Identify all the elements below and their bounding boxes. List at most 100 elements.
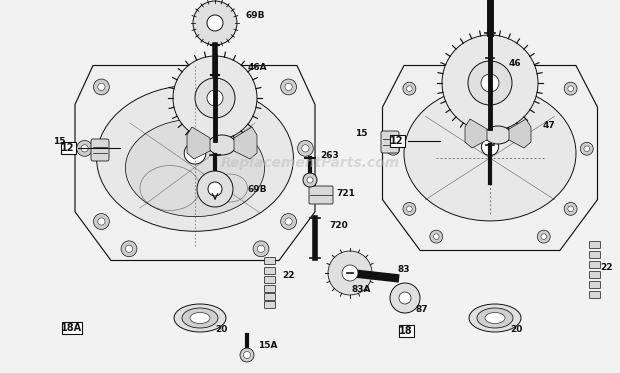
Circle shape bbox=[541, 234, 547, 239]
Circle shape bbox=[564, 203, 577, 215]
Circle shape bbox=[285, 83, 292, 91]
Text: 83A: 83A bbox=[352, 285, 371, 295]
Circle shape bbox=[94, 79, 109, 95]
Circle shape bbox=[302, 145, 309, 152]
Circle shape bbox=[430, 230, 443, 243]
Circle shape bbox=[193, 1, 237, 45]
FancyBboxPatch shape bbox=[91, 139, 109, 161]
Circle shape bbox=[538, 230, 550, 243]
Text: 83: 83 bbox=[398, 266, 410, 275]
Polygon shape bbox=[383, 66, 598, 251]
Circle shape bbox=[433, 234, 439, 239]
Bar bbox=[389, 135, 404, 147]
Text: 22: 22 bbox=[282, 272, 294, 280]
Text: 15: 15 bbox=[355, 129, 368, 138]
Text: ReplacementParts.com: ReplacementParts.com bbox=[221, 156, 399, 170]
Ellipse shape bbox=[485, 313, 505, 323]
FancyBboxPatch shape bbox=[590, 261, 601, 269]
Circle shape bbox=[94, 214, 109, 229]
FancyBboxPatch shape bbox=[590, 272, 601, 279]
Circle shape bbox=[125, 245, 133, 253]
Ellipse shape bbox=[190, 313, 210, 323]
Circle shape bbox=[407, 206, 412, 211]
Text: 69B: 69B bbox=[247, 185, 267, 194]
Text: 69B: 69B bbox=[245, 10, 265, 19]
FancyBboxPatch shape bbox=[590, 282, 601, 288]
Circle shape bbox=[387, 142, 400, 155]
Circle shape bbox=[568, 206, 574, 211]
Text: 720: 720 bbox=[329, 220, 348, 229]
Ellipse shape bbox=[174, 304, 226, 332]
Ellipse shape bbox=[404, 86, 576, 221]
Circle shape bbox=[342, 265, 358, 281]
Circle shape bbox=[244, 351, 250, 358]
Circle shape bbox=[98, 83, 105, 91]
Polygon shape bbox=[509, 119, 531, 148]
Circle shape bbox=[173, 56, 257, 140]
Circle shape bbox=[285, 218, 292, 225]
FancyBboxPatch shape bbox=[309, 186, 333, 204]
Text: 15: 15 bbox=[53, 137, 66, 145]
Text: 15A: 15A bbox=[258, 341, 278, 350]
Circle shape bbox=[207, 90, 223, 106]
Text: 18A: 18A bbox=[61, 323, 82, 333]
FancyBboxPatch shape bbox=[265, 257, 275, 264]
Ellipse shape bbox=[394, 291, 416, 305]
Ellipse shape bbox=[97, 85, 293, 231]
Circle shape bbox=[298, 141, 313, 156]
FancyBboxPatch shape bbox=[590, 241, 601, 248]
Circle shape bbox=[391, 146, 396, 151]
Circle shape bbox=[468, 61, 512, 105]
Text: 46A: 46A bbox=[248, 63, 268, 72]
FancyBboxPatch shape bbox=[265, 285, 275, 292]
Text: 20: 20 bbox=[215, 325, 228, 333]
Circle shape bbox=[240, 348, 254, 362]
Text: 22: 22 bbox=[600, 263, 613, 273]
Bar bbox=[61, 142, 76, 154]
Text: 18: 18 bbox=[399, 326, 413, 336]
Circle shape bbox=[281, 79, 296, 95]
Circle shape bbox=[403, 82, 416, 95]
Circle shape bbox=[253, 241, 269, 257]
Polygon shape bbox=[465, 119, 487, 148]
Circle shape bbox=[481, 138, 498, 156]
Circle shape bbox=[195, 78, 235, 118]
FancyBboxPatch shape bbox=[265, 294, 275, 301]
Bar bbox=[399, 325, 414, 337]
Circle shape bbox=[564, 82, 577, 95]
Text: 12: 12 bbox=[390, 136, 404, 146]
Polygon shape bbox=[234, 127, 257, 159]
Circle shape bbox=[481, 74, 499, 92]
Circle shape bbox=[303, 173, 317, 187]
FancyBboxPatch shape bbox=[381, 131, 399, 153]
Circle shape bbox=[390, 283, 420, 313]
Circle shape bbox=[281, 214, 296, 229]
Circle shape bbox=[399, 292, 411, 304]
Ellipse shape bbox=[125, 119, 265, 217]
Circle shape bbox=[257, 245, 265, 253]
FancyBboxPatch shape bbox=[590, 251, 601, 258]
Bar bbox=[62, 322, 82, 334]
Circle shape bbox=[328, 251, 372, 295]
Circle shape bbox=[208, 182, 222, 196]
Circle shape bbox=[207, 15, 223, 31]
Circle shape bbox=[121, 241, 137, 257]
Circle shape bbox=[442, 35, 538, 131]
Circle shape bbox=[568, 86, 574, 91]
Polygon shape bbox=[75, 66, 315, 260]
Circle shape bbox=[403, 203, 416, 215]
Ellipse shape bbox=[477, 308, 513, 328]
Text: 46: 46 bbox=[509, 59, 521, 68]
Text: 47: 47 bbox=[543, 120, 556, 129]
FancyBboxPatch shape bbox=[265, 267, 275, 275]
Ellipse shape bbox=[182, 308, 218, 328]
Text: 20: 20 bbox=[510, 325, 523, 333]
Ellipse shape bbox=[469, 304, 521, 332]
Circle shape bbox=[77, 141, 92, 156]
Text: 87: 87 bbox=[415, 305, 428, 314]
Ellipse shape bbox=[485, 126, 511, 144]
FancyBboxPatch shape bbox=[590, 292, 601, 298]
Ellipse shape bbox=[208, 135, 236, 155]
Circle shape bbox=[184, 142, 206, 164]
FancyBboxPatch shape bbox=[265, 301, 275, 308]
